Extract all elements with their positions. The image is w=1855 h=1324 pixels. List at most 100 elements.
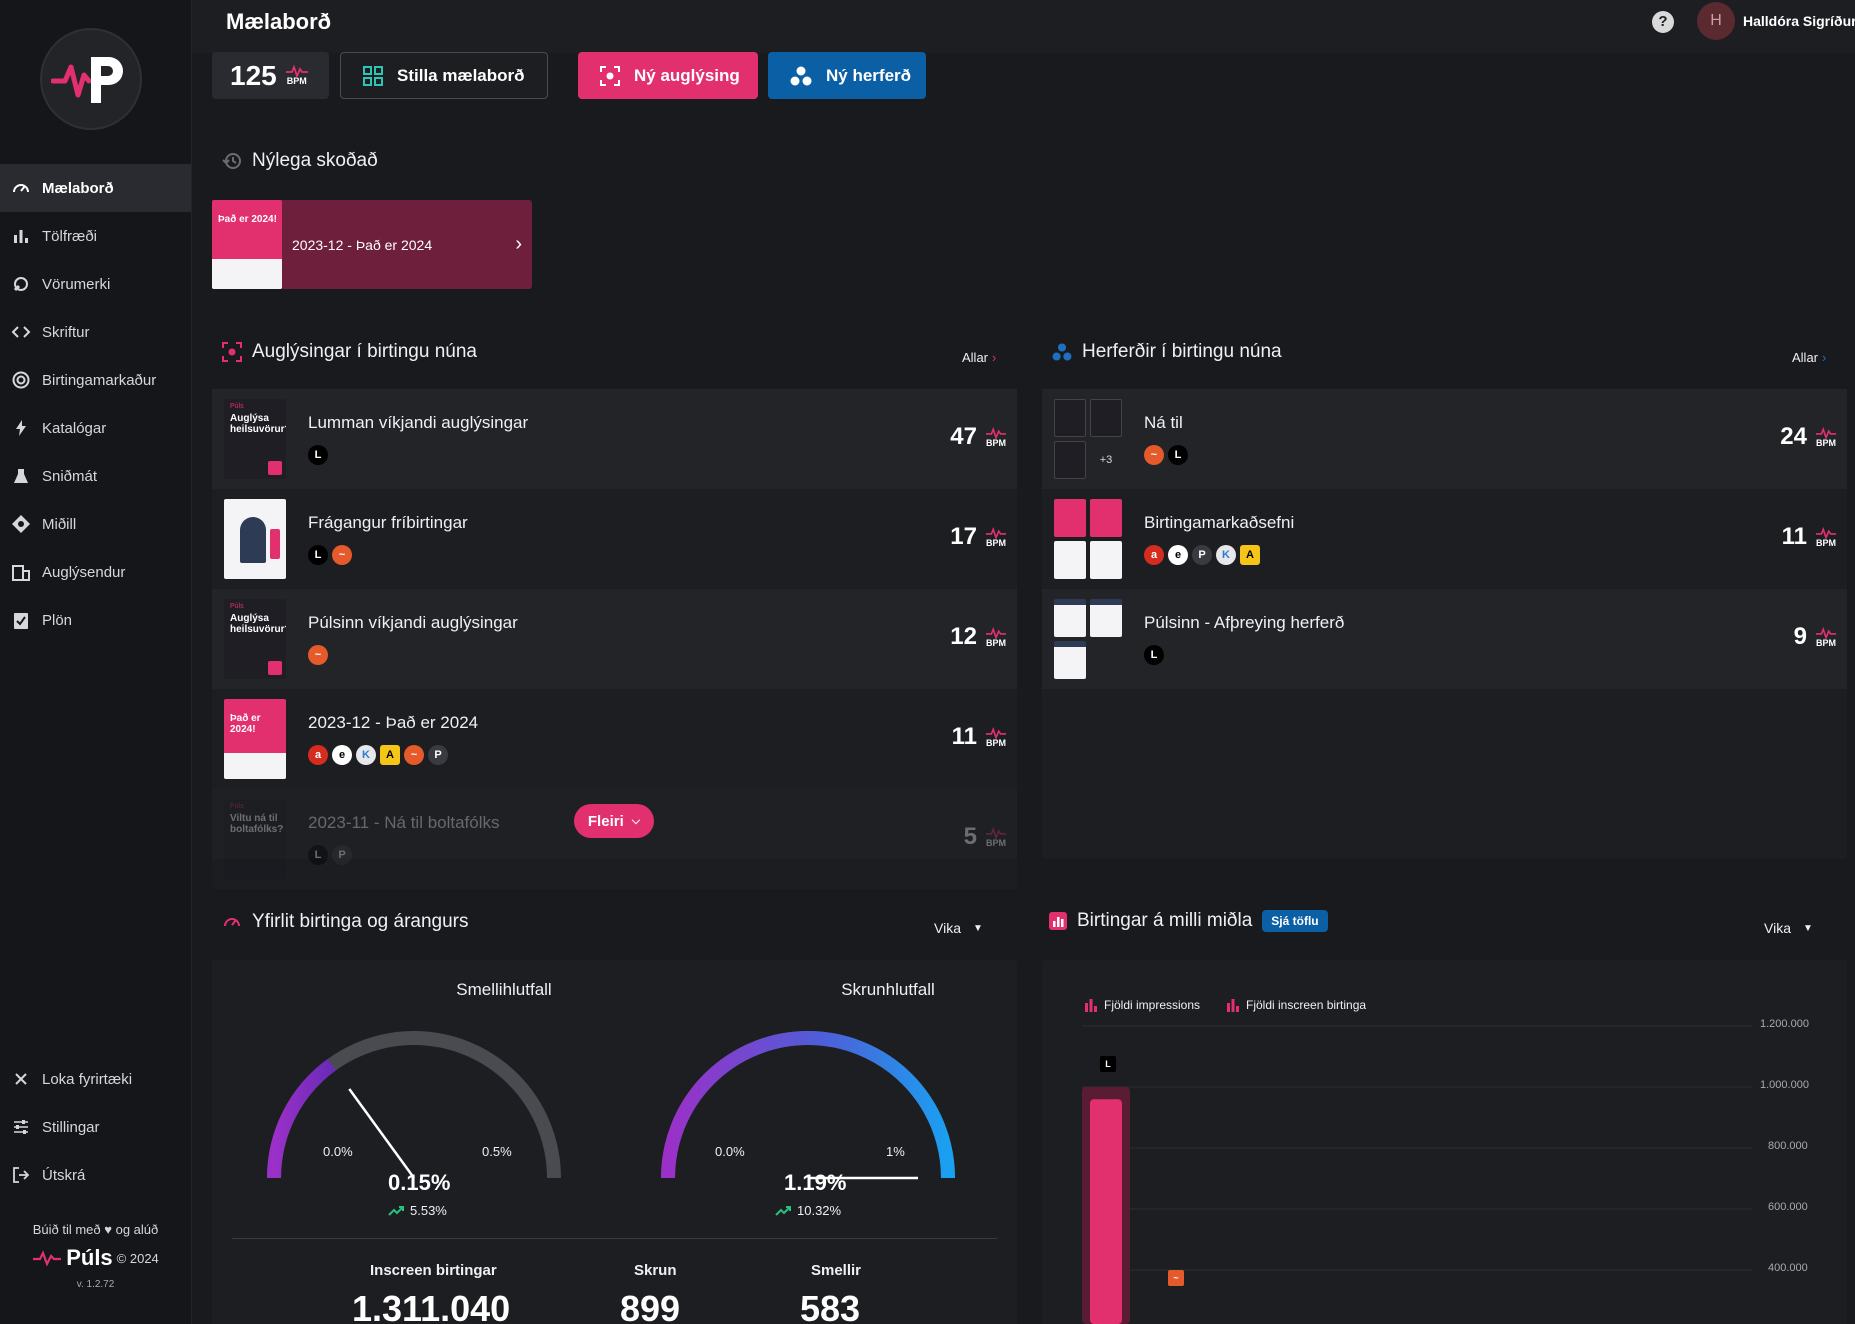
ad-thumbnail (1090, 399, 1122, 437)
sidebar-item-statistics[interactable]: Tölfræði (0, 212, 191, 260)
ctr-min-label: 0.0% (323, 1144, 353, 1159)
list-item[interactable]: Það er 2024! 2023-12 - Það er 2024 a e K… (212, 689, 1017, 789)
chevron-right-icon: › (515, 233, 522, 255)
puls-logo[interactable] (40, 28, 142, 130)
ad-thumbnail (1054, 541, 1086, 579)
ad-thumbnail: Það er 2024! (212, 200, 282, 289)
media-chart-period-select[interactable]: Vika ▼ (1764, 920, 1813, 936)
sidebar-item-templates[interactable]: Sniðmát (0, 452, 191, 500)
puls-logo-icon: P (332, 845, 352, 865)
pulse-logo-icon: ~ (332, 545, 352, 565)
pulse-logo-icon: ~ (1144, 445, 1164, 465)
overview-section-title: Yfirlit birtinga og árangurs (222, 911, 469, 933)
stat-value: 899 (620, 1288, 681, 1324)
sidebar-item-settings[interactable]: Stillingar (0, 1103, 191, 1151)
chevron-right-icon: › (1822, 350, 1827, 365)
scroll-max-label: 1% (886, 1144, 905, 1159)
sidebar-item-advertisers[interactable]: Auglýsendur (0, 548, 191, 596)
list-item[interactable]: +3 Ná til ~ L 24 BPM (1042, 389, 1847, 489)
media-logo-icon: L (1168, 445, 1188, 465)
sidebar-item-media[interactable]: Miðill (0, 500, 191, 548)
trending-up-icon (388, 1205, 404, 1216)
scroll-title: Skrunhlutfall (841, 980, 935, 999)
list-item[interactable]: Púls Auglýsa heilsuvörur? Lumman víkjand… (212, 389, 1017, 489)
more-button[interactable]: Fleiri ⌵ (574, 804, 654, 838)
pulse-icon (1815, 626, 1837, 639)
sidebar-item-label: Stillingar (42, 1118, 100, 1136)
sidebar-item-label: Katalógar (42, 419, 107, 437)
avatar[interactable]: H (1697, 2, 1735, 40)
overview-title: Yfirlit birtinga og árangurs (252, 911, 469, 932)
campaign-thumbnails (1054, 599, 1122, 679)
configure-dashboard-button[interactable]: Stilla mælaborð (340, 52, 548, 99)
bar-inscreen[interactable] (1090, 1099, 1122, 1324)
ads-all-link[interactable]: Allar › (962, 350, 996, 365)
bar-chart-icon (10, 225, 32, 247)
legend-impressions[interactable]: Fjöldi impressions (1084, 998, 1200, 1012)
list-item[interactable]: Frágangur fríbirtingar L ~ 17 BPM (212, 489, 1017, 589)
new-ad-button[interactable]: Ný auglýsing (578, 52, 758, 99)
pulse-icon (985, 626, 1007, 639)
y-tick-label: 600.000 (1768, 1201, 1808, 1213)
media-chart-title: Birtingar á milli miðla (1077, 910, 1253, 931)
ad-thumbnail (1054, 399, 1086, 437)
version-text: v. 1.2.72 (76, 1279, 115, 1290)
divider (232, 1238, 997, 1239)
thumbnail-brand: Púls (230, 403, 244, 410)
scroll-trend-value: 10.32% (797, 1203, 842, 1218)
ctr-max-label: 0.5% (482, 1144, 512, 1159)
footer-year: © 2024 (116, 1250, 159, 1266)
media-logo-icon: a (308, 745, 328, 765)
legend-inscreen[interactable]: Fjöldi inscreen birtinga (1226, 998, 1366, 1012)
recent-item[interactable]: Það er 2024! 2023-12 - Það er 2024 › (212, 200, 532, 289)
puls-logo-icon: P (428, 745, 448, 765)
list-item[interactable]: Púls Auglýsa heilsuvörur? Púlsinn víkjan… (212, 589, 1017, 689)
ads-title: Auglýsingar í birtingu núna (252, 341, 477, 362)
sidebar-item-logout[interactable]: Útskrá (0, 1151, 191, 1199)
stat-label: Smellir (811, 1262, 862, 1279)
bolt-icon (10, 417, 32, 439)
list-item[interactable]: Púls Viltu ná til boltafólks? 2023-11 - … (212, 789, 1017, 889)
sidebar-item-label: Vörumerki (42, 275, 111, 293)
sidebar-bottom-nav: Loka fyrirtæki Stillingar Útskrá (0, 1055, 191, 1199)
sidebar-item-catalogs[interactable]: Katalógar (0, 404, 191, 452)
bpm-value: 11 (1781, 523, 1807, 550)
period-value: Vika (1764, 920, 1791, 936)
caret-down-icon: ▼ (1802, 922, 1813, 934)
sidebar-item-scripts[interactable]: Skriftur (0, 308, 191, 356)
sidebar-item-label: Birtingamarkaður (42, 371, 157, 389)
sidebar-item-dashboard[interactable]: Mælaborð (0, 164, 191, 212)
directions-icon (10, 513, 32, 535)
thumbnail-text: Auglýsa heilsuvörur? (230, 613, 286, 635)
help-icon[interactable]: ? (1652, 11, 1674, 33)
sidebar-item-close-company[interactable]: Loka fyrirtæki (0, 1055, 191, 1103)
bpm-value: 9 (1793, 623, 1807, 650)
scroll-min-label: 0.0% (715, 1144, 745, 1159)
campaign-thumbnails: +3 (1054, 399, 1122, 479)
empty-slot (1090, 641, 1122, 679)
overview-period-select[interactable]: Vika ▼ (934, 920, 983, 936)
user-name[interactable]: Halldóra Sigríður (1743, 13, 1855, 29)
ctr-trend: 5.53% (388, 1203, 447, 1218)
overview-panel: Smellihlutfall 0.0% 0.5% 0.15% 5.53% Skr… (212, 960, 1017, 1324)
new-campaign-button[interactable]: Ný herferð (768, 52, 926, 99)
y-tick-label: 1.000.000 (1760, 1079, 1809, 1091)
campaigns-all-link[interactable]: Allar › (1792, 350, 1826, 365)
see-table-button[interactable]: Sjá töflu (1262, 910, 1328, 932)
period-value: Vika (934, 920, 961, 936)
sidebar-item-marketplace[interactable]: Birtingamarkaður (0, 356, 191, 404)
y-tick-label: 1.200.000 (1760, 1018, 1809, 1030)
stat-label: Inscreen birtingar (370, 1262, 497, 1279)
ads-list: Púls Auglýsa heilsuvörur? Lumman víkjand… (212, 389, 1017, 889)
footer-and-text: og alúð (115, 1222, 159, 1237)
sidebar-item-plans[interactable]: Plön (0, 596, 191, 644)
ad-thumbnail: Púls Viltu ná til boltafólks? (224, 799, 286, 879)
list-item[interactable]: Birtingamarkaðsefni a e P K A 11 BPM (1042, 489, 1847, 589)
campaigns-list: +3 Ná til ~ L 24 BPM Birtingamarkaðsefni… (1042, 389, 1847, 859)
list-item[interactable]: Púlsinn - Afþreying herferð L 9 BPM (1042, 589, 1847, 689)
bpm-unit: BPM (986, 637, 1006, 648)
puls-logo-icon: P (1192, 545, 1212, 565)
phone-graphic (270, 529, 280, 559)
bpm-unit: BPM (1816, 437, 1836, 448)
sidebar-item-brands[interactable]: Vörumerki (0, 260, 191, 308)
